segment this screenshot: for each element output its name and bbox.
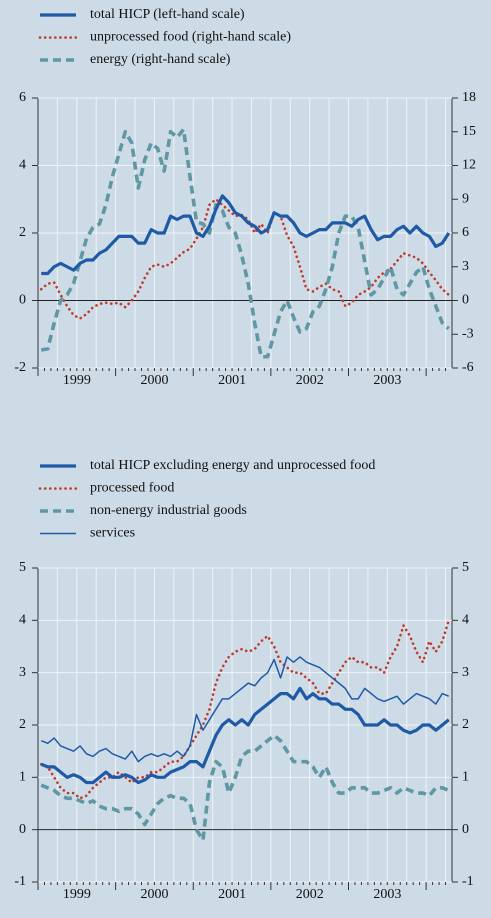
y2-tick-label: 1 xyxy=(462,770,469,785)
y-tick-label: 0 xyxy=(19,293,26,308)
y2-tick-label: 4 xyxy=(462,613,469,628)
y2-tick-label: 0 xyxy=(462,822,469,837)
y2-tick-label: 0 xyxy=(462,293,469,308)
x-tick-label: 1999 xyxy=(63,887,91,902)
x-tick-label: 2000 xyxy=(140,373,168,388)
y-tick-label: 5 xyxy=(19,560,26,575)
y2-tick-label: 6 xyxy=(462,225,469,240)
legend-label: non-energy industrial goods xyxy=(90,503,247,518)
series-line xyxy=(41,194,451,276)
y-tick-label: 0 xyxy=(19,822,26,837)
x-tick-label: 1999 xyxy=(63,373,91,388)
x-tick-label: 2002 xyxy=(296,887,324,902)
y2-tick-label: 18 xyxy=(462,90,476,105)
y2-tick-label: -1 xyxy=(462,874,474,889)
series-line xyxy=(40,127,450,359)
legend-label: services xyxy=(90,526,135,541)
y2-tick-label: 3 xyxy=(462,665,469,680)
y2-tick-label: 2 xyxy=(462,717,469,732)
y2-tick-label: 3 xyxy=(462,259,469,274)
y2-tick-label: -3 xyxy=(462,326,474,341)
legend-label: processed food xyxy=(90,481,174,496)
y2-tick-label: 9 xyxy=(462,191,469,206)
y-tick-label: -2 xyxy=(14,360,26,375)
y-tick-label: 2 xyxy=(19,225,26,240)
x-tick-label: 2001 xyxy=(218,887,246,902)
x-tick-label: 2000 xyxy=(140,887,168,902)
y2-tick-label: 5 xyxy=(462,560,469,575)
y-tick-label: 4 xyxy=(19,158,26,173)
y-tick-label: 4 xyxy=(19,613,26,628)
y2-tick-label: 15 xyxy=(462,124,476,139)
x-tick-label: 2003 xyxy=(373,887,401,902)
y-tick-label: 1 xyxy=(19,770,26,785)
y-tick-label: -1 xyxy=(14,874,26,889)
series-line xyxy=(40,686,450,785)
series-line xyxy=(40,733,450,842)
series-line xyxy=(40,656,450,763)
legend-label: total HICP (left-hand scale) xyxy=(90,7,245,22)
y2-tick-label: -6 xyxy=(462,360,474,375)
y-tick-label: 6 xyxy=(19,90,26,105)
legend-label: total HICP excluding energy and unproces… xyxy=(90,458,375,473)
y-tick-label: 3 xyxy=(19,665,26,680)
x-tick-label: 2003 xyxy=(373,373,401,388)
legend-label: energy (right-hand scale) xyxy=(90,52,231,67)
series-line xyxy=(39,619,451,800)
y-tick-label: 2 xyxy=(19,717,26,732)
y2-tick-label: 12 xyxy=(462,158,476,173)
x-tick-label: 2002 xyxy=(296,373,324,388)
x-tick-label: 2001 xyxy=(218,373,246,388)
legend-label: unprocessed food (right-hand scale) xyxy=(90,30,291,45)
